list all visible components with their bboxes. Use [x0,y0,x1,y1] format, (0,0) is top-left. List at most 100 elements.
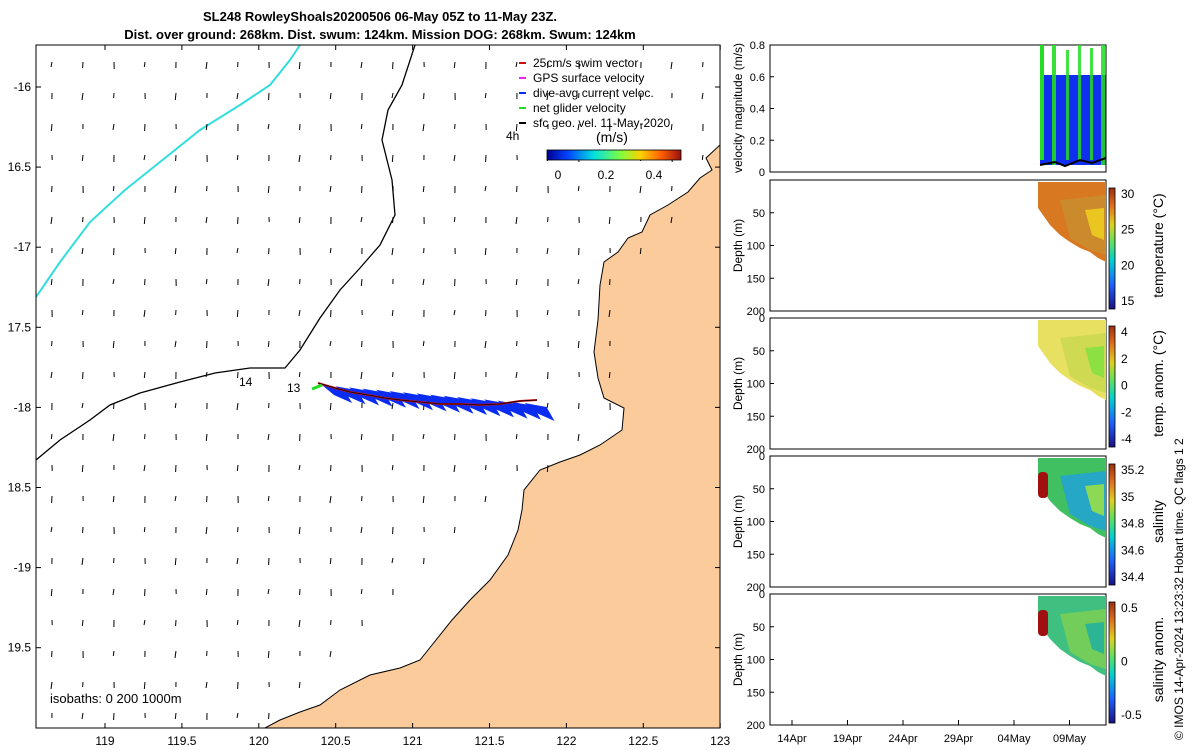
velocity-vector [391,402,394,410]
land-mass [264,144,720,728]
colorbar-tick-label: 0.5 [1121,601,1138,615]
velocity-vector [205,216,208,224]
velocity-y-axis: 0.8 0.6 0.4 0.2 0 [750,40,774,179]
velocity-vector [112,433,115,442]
depth-ylabel: Depth (m) [731,633,745,686]
velocity-vector [298,216,301,224]
velocity-vector [143,371,146,379]
velocity-vector [267,340,270,348]
velocity-vector [298,526,301,535]
velocity-vector [360,61,363,69]
velocity-vector [81,557,84,566]
velocity-vector [143,526,146,533]
velocity-vector [143,61,146,68]
velocity-vector [50,216,53,225]
temp-anom-colorbar [1108,325,1116,448]
depth-y-tick-label: 50 [753,208,765,220]
map-x-tick-label: 123 [710,734,730,748]
velocity-vector [81,309,84,316]
surface-velocity-vectors [50,61,704,721]
depth-y-tick-label: 100 [747,517,765,529]
velocity-vector [236,619,239,626]
colorbar-tick-label: 4 [1121,325,1128,339]
velocity-vector [236,154,239,161]
velocity-vector [360,278,363,287]
velocity-vector [174,402,177,409]
glider-track [311,382,555,421]
temperature-panel: 50 100 150 200 Depth (m) 30 25 20 15 temperature … [731,179,1166,318]
map-y-tick-label: 16.5 [8,160,32,174]
velocity-vector [205,371,208,378]
map-x-tick-label: 121.5 [474,734,504,748]
velocity-vector [205,588,208,596]
velocity-vector [329,650,332,658]
velocity-vector [112,278,115,285]
velocity-vector [236,712,239,719]
map-frame [35,44,721,729]
depth-y-tick-label: 150 [747,687,765,699]
velocity-vector [298,61,301,70]
velocity-vector [267,123,270,130]
colorbar-tick-label: 2 [1121,352,1128,366]
colorbar-tick-label: 0 [555,168,562,182]
salinity-anom-high-patch [1038,610,1048,636]
velocity-vector [360,123,363,130]
depth-y-tick-label: 50 [753,622,765,634]
velocity-vector [112,650,115,657]
velocity-vector [608,371,611,379]
velocity-vector [298,309,301,317]
colorbar-tick-label: 35 [1121,490,1135,504]
depth-y-tick-label: 0 [759,451,765,463]
velocity-vector [639,185,642,194]
depth-y-tick-label: 200 [747,306,765,318]
velocity-vector [50,123,53,132]
velocity-vector [50,681,53,690]
time-x-tick-label: 29Apr [944,733,974,745]
velocity-vector [174,557,177,566]
velocity-vector [391,154,394,163]
velocity-vector [515,371,518,379]
velocity-vector [453,371,456,380]
velocity-vector [50,433,53,440]
velocity-vector [701,92,704,100]
velocity-vector [577,278,580,285]
depth-y-tick-label: 100 [747,379,765,391]
velocity-vector [112,123,115,131]
velocity-vector [143,154,146,161]
velocity-vector [236,247,239,254]
velocity-vector [236,92,239,100]
map-x-tick-label: 120 [249,734,269,748]
map-y-tick-label: 19.5 [8,641,32,655]
velocity-vector [236,402,239,411]
velocity-vector [112,185,115,192]
velocity-vector [205,681,208,689]
velocity-vector [329,92,332,100]
velocity-vector [391,92,394,99]
velocity-vector [329,402,332,411]
velocity-vector [422,433,425,440]
velocity-vector [515,123,518,132]
salinity-anom-colorbar-label: salinity anom. [1150,617,1166,703]
colorbar-tick-label: 35.2 [1121,463,1145,477]
velocity-vector [267,185,270,194]
dive-avg-vector [470,398,501,417]
map-y-tick-label: 17.5 [8,320,32,334]
velocity-vector [577,185,580,192]
isobath-200m [36,45,416,461]
velocity-vector [329,557,332,565]
colorbar-tick-label: 25 [1121,223,1135,237]
velocity-vector [205,526,208,535]
map-y-tick-label: -18 [14,400,32,414]
velocity-vector [391,247,394,256]
colorbar-title: (m/s) [596,129,628,145]
title-line-2: Dist. over ground: 268km. Dist. swum: 12… [124,27,636,42]
velocity-vector [267,495,270,502]
velocity-vector [360,526,363,534]
velocity-vector [608,216,611,225]
velocity-y-tick-label: 0 [759,167,765,179]
depth-y-tick-label: 200 [747,582,765,594]
velocity-vector [236,557,239,565]
dive-avg-vector [322,385,352,403]
velocity-vector [391,309,394,317]
